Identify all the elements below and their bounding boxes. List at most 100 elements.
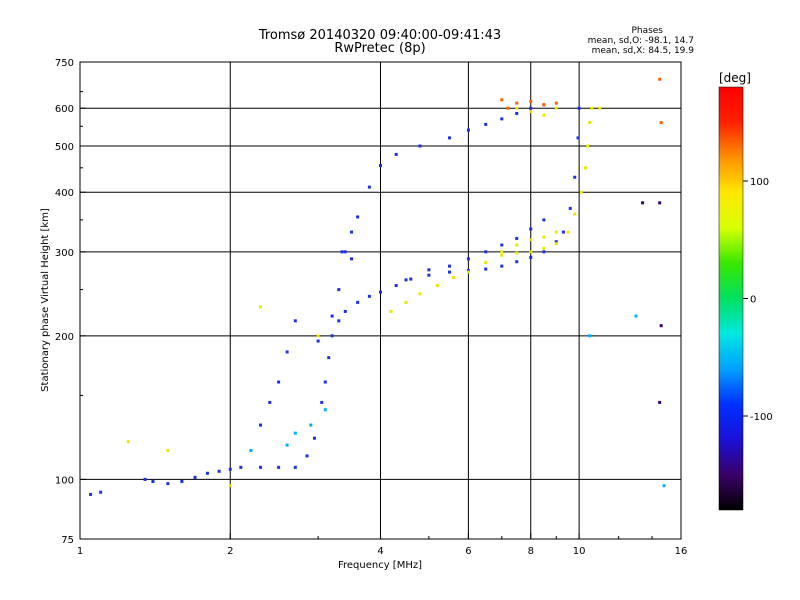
data-point (293, 319, 297, 323)
data-point (658, 400, 662, 404)
y-tick-label: 200 (55, 332, 74, 343)
data-point (515, 106, 519, 110)
data-point (451, 276, 455, 280)
data-point (99, 490, 103, 494)
x-tick-label: 2 (227, 546, 233, 557)
data-point (554, 101, 558, 105)
data-point (309, 423, 313, 427)
data-point (268, 400, 272, 404)
data-point (568, 206, 572, 210)
data-point (340, 250, 344, 254)
data-point (343, 250, 347, 254)
y-tick-label: 600 (55, 104, 74, 115)
data-point (337, 288, 341, 292)
data-point (641, 201, 645, 205)
data-point (500, 250, 504, 254)
data-point (166, 482, 170, 486)
x-tick-label: 1 (77, 546, 83, 557)
data-point (316, 339, 320, 343)
data-point (448, 136, 452, 140)
data-point (515, 101, 519, 105)
data-points (89, 77, 666, 496)
data-point (259, 305, 263, 309)
data-point (448, 270, 452, 274)
data-point (228, 484, 232, 488)
data-point (561, 230, 565, 234)
data-point (394, 152, 398, 156)
data-point (350, 257, 354, 261)
data-point (659, 121, 663, 125)
data-point (584, 166, 588, 170)
data-point (217, 469, 221, 473)
x-tick-label: 16 (675, 546, 688, 557)
data-point (404, 278, 408, 282)
colorbar-tick-label: -100 (750, 412, 773, 423)
data-point (500, 117, 504, 121)
data-point (316, 334, 320, 338)
x-tick-label: 6 (465, 546, 471, 557)
data-point (579, 190, 583, 194)
data-point (337, 319, 341, 323)
y-tick-label: 100 (55, 475, 74, 486)
colorbar-label: [deg] (719, 71, 751, 85)
phase-stats-x: mean, sd,X: 84.5, 19.9 (592, 46, 695, 56)
y-axis-label: Stationary phase Virtual Height [km] (40, 208, 51, 392)
data-point (529, 106, 533, 110)
x-axis-label: Frequency [MHz] (338, 560, 422, 571)
colorbar-tick-label: 100 (750, 177, 769, 188)
data-point (554, 240, 558, 244)
data-point (566, 230, 570, 234)
data-point (285, 443, 289, 447)
x-axis-ticks: 1 2 4 6 8 10 16 (77, 533, 688, 557)
data-point (143, 477, 147, 481)
data-point (166, 448, 170, 452)
data-point (205, 471, 209, 475)
data-point (500, 98, 504, 102)
data-point (320, 400, 324, 404)
data-point (658, 201, 662, 205)
data-point (394, 283, 398, 287)
colorbar-tick-label: 0 (750, 295, 756, 306)
data-point (193, 475, 197, 479)
data-point (554, 242, 558, 246)
data-point (542, 250, 546, 254)
data-point (588, 121, 592, 125)
data-point (529, 227, 533, 231)
data-point (427, 273, 431, 277)
chart-subtitle: RwPretec (8p) (334, 41, 425, 56)
data-point (529, 99, 533, 103)
y-tick-label: 400 (55, 188, 74, 199)
data-point (285, 350, 289, 354)
data-point (662, 484, 666, 488)
data-point (427, 268, 431, 272)
data-point (323, 408, 327, 412)
data-point (435, 283, 439, 287)
phase-stats-o: mean, sd,O: -98.1, 14.7 (588, 36, 694, 46)
data-point (573, 175, 577, 179)
data-point (239, 465, 243, 469)
data-point (367, 294, 371, 298)
data-point (554, 230, 558, 234)
colorbar (718, 86, 744, 511)
data-point (356, 215, 360, 219)
data-point (249, 448, 253, 452)
data-point (586, 144, 590, 148)
data-point (484, 267, 488, 271)
data-point (659, 324, 663, 328)
colorbar-ticks: 100 0 -100 (743, 177, 773, 423)
data-point (529, 110, 533, 114)
data-point (466, 269, 470, 273)
data-point (89, 492, 93, 496)
data-point (515, 260, 519, 264)
data-point (500, 264, 504, 268)
x-tick-label: 4 (377, 546, 383, 557)
data-point (515, 236, 519, 240)
data-point (554, 106, 558, 110)
data-point (484, 260, 488, 264)
y-tick-label: 300 (55, 248, 74, 259)
data-point (542, 246, 546, 250)
data-point (577, 106, 581, 110)
data-point (542, 113, 546, 117)
